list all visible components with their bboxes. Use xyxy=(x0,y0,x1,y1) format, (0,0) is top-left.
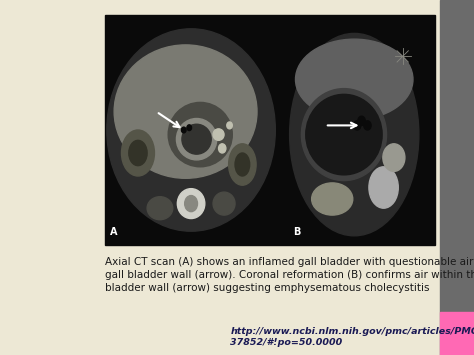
Ellipse shape xyxy=(182,127,186,133)
Ellipse shape xyxy=(219,144,226,153)
Ellipse shape xyxy=(168,102,232,167)
Ellipse shape xyxy=(235,153,250,176)
Ellipse shape xyxy=(364,121,371,130)
Ellipse shape xyxy=(301,89,386,181)
Ellipse shape xyxy=(290,33,419,236)
Ellipse shape xyxy=(228,144,256,185)
Ellipse shape xyxy=(177,189,205,219)
Ellipse shape xyxy=(147,197,173,220)
Ellipse shape xyxy=(369,167,398,208)
Ellipse shape xyxy=(383,144,405,171)
Ellipse shape xyxy=(358,116,365,125)
Ellipse shape xyxy=(354,121,361,130)
Ellipse shape xyxy=(306,94,382,175)
Bar xyxy=(105,15,435,245)
Ellipse shape xyxy=(176,119,217,160)
Bar xyxy=(440,0,474,355)
Text: A: A xyxy=(110,227,118,237)
Text: Axial CT scan (A) shows an inflamed gall bladder with questionable air in the
ga: Axial CT scan (A) shows an inflamed gall… xyxy=(105,257,474,293)
Ellipse shape xyxy=(187,125,191,131)
Ellipse shape xyxy=(307,97,381,173)
Ellipse shape xyxy=(311,183,353,215)
Bar xyxy=(440,312,474,355)
Ellipse shape xyxy=(227,122,232,129)
Ellipse shape xyxy=(182,124,211,154)
Ellipse shape xyxy=(213,192,235,215)
Ellipse shape xyxy=(107,29,275,231)
Text: B: B xyxy=(293,227,301,237)
Ellipse shape xyxy=(121,130,155,176)
Ellipse shape xyxy=(213,129,224,140)
Ellipse shape xyxy=(185,196,198,212)
Text: http://www.ncbi.nlm.nih.gov/pmc/articles/PMC31
37852/#!po=50.0000: http://www.ncbi.nlm.nih.gov/pmc/articles… xyxy=(230,327,474,347)
Ellipse shape xyxy=(114,45,257,178)
Ellipse shape xyxy=(295,39,413,120)
Ellipse shape xyxy=(129,140,147,166)
